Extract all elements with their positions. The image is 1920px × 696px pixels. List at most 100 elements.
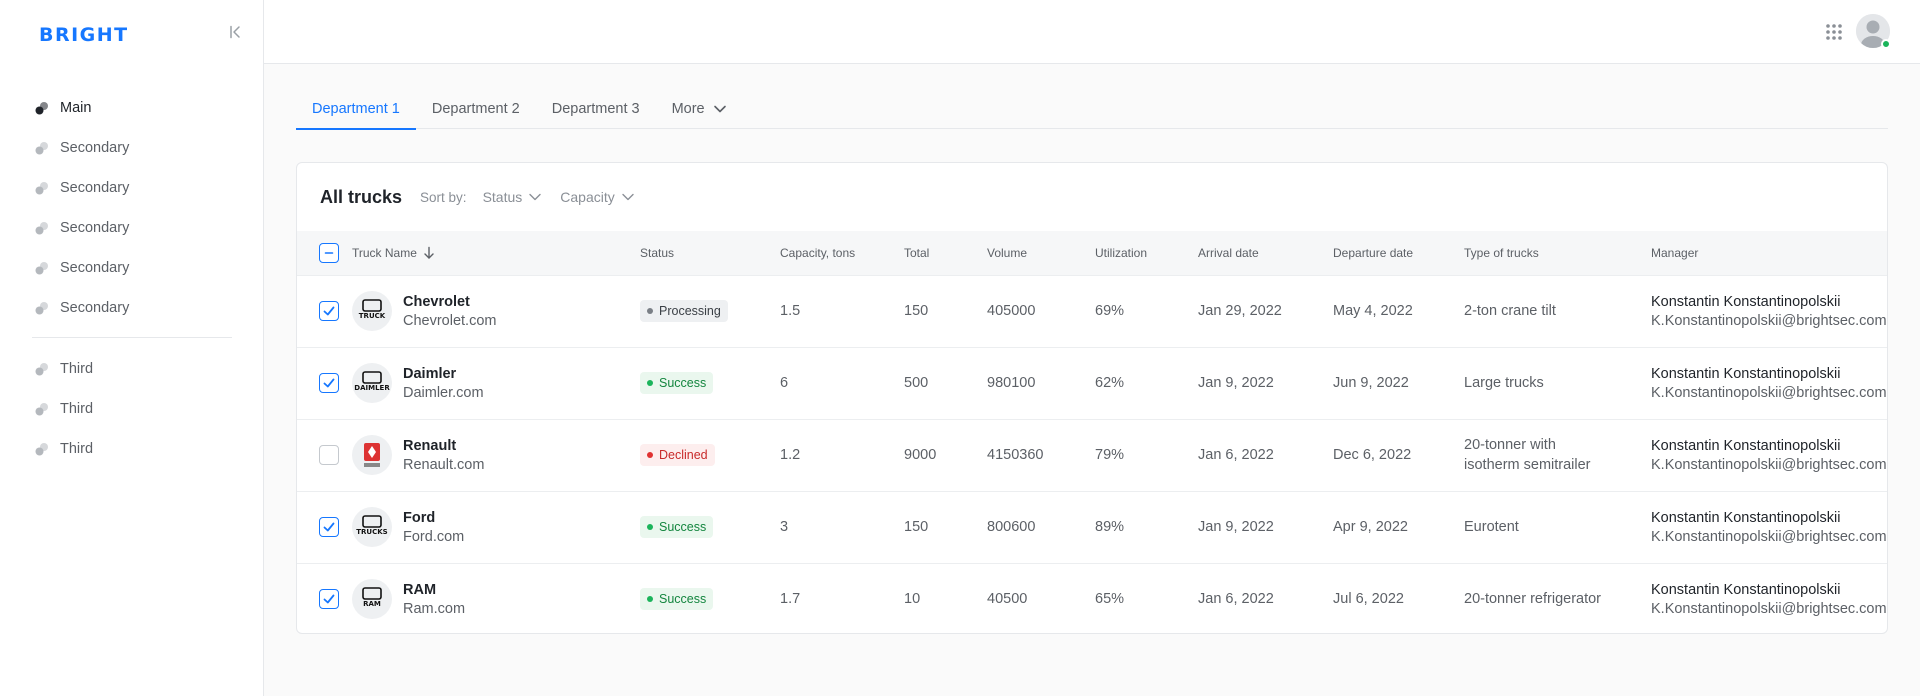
row-checkbox[interactable] [319, 517, 339, 537]
manager-name: Konstantin Konstantinopolskii [1651, 509, 1841, 526]
sidebar-item-main[interactable]: Secondary [0, 288, 264, 328]
col-arrival-date[interactable]: Arrival date [1198, 245, 1259, 260]
sidebar-item-main[interactable]: Secondary [0, 168, 264, 208]
tab-label: More [671, 100, 705, 117]
nav-item-icon [35, 262, 48, 275]
status-badge: Processing [640, 300, 728, 322]
truck-brand-logo-icon: DAIMLER [354, 371, 390, 392]
col-status[interactable]: Status [640, 245, 675, 260]
sort-capacity-label: Capacity [560, 189, 615, 205]
table-row[interactable]: TRUCK Chevrolet Chevrolet.com Processing 1.5… [297, 275, 1887, 347]
sidebar-item-third[interactable]: Third [0, 349, 264, 389]
collapse-sidebar-icon[interactable] [228, 24, 244, 40]
brand-logo[interactable]: BRIGHT [39, 24, 129, 46]
tab-department-2[interactable]: Department 2 [416, 88, 536, 129]
manager-email[interactable]: K.Konstantinopolskii@brightsec.com [1651, 384, 1887, 401]
truck-brand-logo-icon: TRUCK [359, 299, 386, 320]
col-truck-name-label: Truck Name [352, 245, 417, 260]
sidebar-item-label: Third [60, 401, 94, 417]
truck-cell: RAM RAM Ram.com [352, 579, 640, 620]
sidebar-item-third[interactable]: Third [0, 389, 264, 429]
table-row[interactable]: Renault Renault.com Declined 1.2 9000 4150360… [297, 419, 1887, 491]
renault-logo-icon [364, 443, 380, 467]
nav-item-icon [35, 443, 48, 456]
truck-type-cell: 2-ton crane tilt [1464, 303, 1556, 319]
status-badge: Success [640, 588, 714, 611]
manager-email[interactable]: K.Konstantinopolskii@brightsec.com [1651, 456, 1887, 473]
status-dot [647, 380, 653, 386]
nav-item-icon [35, 142, 48, 155]
truck-cell: TRUCK Chevrolet Chevrolet.com [352, 291, 640, 331]
checkmark-icon [323, 594, 335, 604]
sidebar-item-main[interactable]: Secondary [0, 248, 264, 288]
departure-date-cell: Jul 6, 2022 [1333, 591, 1404, 608]
status-badge: Success [640, 516, 714, 538]
col-departure-date[interactable]: Departure date [1333, 245, 1414, 260]
col-type-of-trucks[interactable]: Type of trucks [1464, 245, 1539, 260]
row-checkbox[interactable] [319, 445, 339, 465]
nav-item-icon [35, 302, 48, 315]
tab-department-3[interactable]: Department 3 [536, 88, 656, 129]
departure-date-cell: Jun 9, 2022 [1333, 375, 1409, 391]
arrival-date-cell: Jan 9, 2022 [1198, 375, 1274, 391]
sidebar-item-label: Secondary [60, 180, 130, 196]
tab-label: Department 2 [431, 100, 520, 117]
col-utilization[interactable]: Utilization [1095, 245, 1148, 260]
arrival-date-cell: Jan 9, 2022 [1198, 519, 1274, 535]
col-capacity[interactable]: Capacity, tons [780, 245, 856, 260]
manager-email[interactable]: K.Konstantinopolskii@brightsec.com [1651, 312, 1887, 329]
sidebar-item-third[interactable]: Third [0, 429, 264, 469]
truck-website[interactable]: Ram.com [403, 600, 466, 617]
manager-name: Konstantin Konstantinopolskii [1651, 437, 1841, 454]
user-avatar[interactable] [1856, 14, 1891, 49]
capacity-cell: 6 [780, 375, 789, 391]
sidebar-item-main[interactable]: Secondary [0, 208, 264, 248]
row-checkbox[interactable] [319, 589, 339, 610]
sort-status-dropdown[interactable]: Status [483, 189, 543, 205]
sidebar-item-label: Main [60, 100, 92, 116]
chevron-down-icon [622, 193, 634, 201]
col-truck-name[interactable]: Truck Name [352, 231, 640, 275]
sort-capacity-dropdown[interactable]: Capacity [560, 189, 634, 205]
manager-email[interactable]: K.Konstantinopolskii@brightsec.com [1651, 600, 1887, 617]
departure-date-cell: May 4, 2022 [1333, 303, 1413, 319]
chevron-down-icon [713, 105, 726, 112]
manager-name: Konstantin Konstantinopolskii [1651, 293, 1841, 310]
truck-website[interactable]: Chevrolet.com [403, 312, 497, 329]
utilization-cell: 89% [1095, 519, 1125, 535]
truck-logo: RAM [352, 579, 392, 620]
select-all-checkbox[interactable] [319, 242, 339, 263]
sidebar-item-main[interactable]: Main [0, 88, 264, 128]
truck-type-cell: 20-tonner refrigerator [1464, 591, 1602, 608]
manager-email[interactable]: K.Konstantinopolskii@brightsec.com [1651, 528, 1887, 545]
status-label: Success [659, 376, 707, 390]
row-checkbox[interactable] [319, 301, 339, 321]
truck-website[interactable]: Renault.com [403, 456, 485, 473]
truck-logo: TRUCKS [352, 507, 392, 547]
status-dot [647, 596, 653, 603]
col-volume[interactable]: Volume [987, 245, 1028, 260]
col-total[interactable]: Total [904, 245, 930, 260]
checkmark-icon [323, 522, 335, 532]
truck-website[interactable]: Daimler.com [403, 384, 484, 401]
tab-department-1[interactable]: Department 1 [296, 88, 416, 130]
nav-item-icon [35, 102, 48, 115]
row-checkbox[interactable] [319, 373, 339, 393]
truck-brand-logo-icon: TRUCKS [356, 515, 388, 536]
truck-website[interactable]: Ford.com [403, 528, 465, 545]
truck-type-cell: Large trucks [1464, 375, 1544, 391]
table-row[interactable]: RAM RAM Ram.com Success 1.7 10 40500 65% Jan 6, … [297, 563, 1887, 633]
checkmark-icon [323, 306, 335, 316]
truck-logo [352, 435, 392, 475]
truck-type-cell: Eurotent [1464, 519, 1519, 535]
tab-more[interactable]: More [656, 88, 743, 129]
table-row[interactable]: DAIMLER Daimler Daimler.com Success 6 500 9801… [297, 347, 1887, 419]
truck-cell: DAIMLER Daimler Daimler.com [352, 363, 640, 403]
sort-status-label: Status [482, 189, 523, 205]
status-dot [647, 452, 653, 458]
table-row[interactable]: TRUCKS Ford Ford.com Success 3 150 800600 89% Ja… [297, 491, 1887, 563]
col-manager[interactable]: Manager [1651, 245, 1699, 260]
arrow-down-icon[interactable] [423, 246, 435, 260]
sidebar-item-main[interactable]: Secondary [0, 128, 264, 168]
apps-grid-icon[interactable] [1824, 22, 1844, 42]
